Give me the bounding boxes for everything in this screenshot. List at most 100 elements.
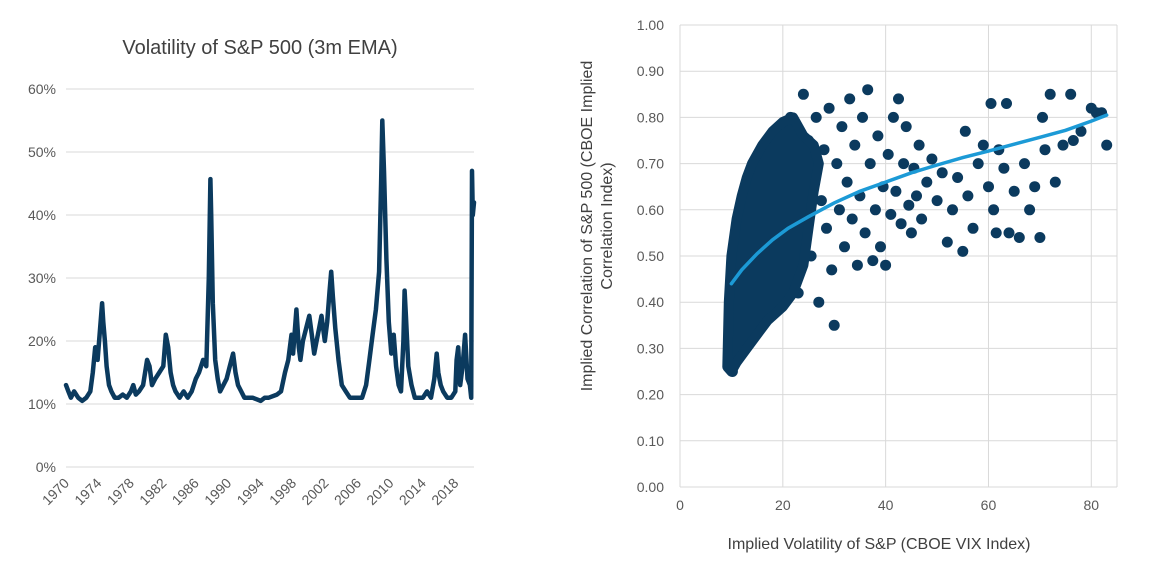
scatter-point	[1057, 139, 1069, 151]
right-y-tick-label: 0.70	[637, 156, 664, 172]
scatter-point	[857, 111, 868, 123]
scatter-point	[988, 204, 1000, 216]
right-x-tick-label: 20	[775, 497, 791, 513]
scatter-point	[882, 148, 894, 160]
scatter-point	[905, 227, 917, 239]
scatter-point	[1029, 181, 1041, 193]
scatter-point	[880, 259, 892, 271]
right-y-tick-label: 0.90	[637, 63, 664, 79]
scatter-point	[862, 84, 874, 96]
left-y-tick-label: 40%	[28, 207, 56, 223]
scatter-point	[1003, 227, 1015, 239]
scatter-point	[967, 222, 979, 234]
scatter-point	[998, 162, 1010, 174]
left-y-tick-label: 0%	[36, 459, 56, 475]
left-x-tick-label: 2006	[331, 475, 364, 508]
scatter-point	[916, 213, 928, 225]
scatter-point	[1001, 98, 1012, 109]
left-series-group	[63, 118, 477, 404]
scatter-point	[815, 195, 827, 207]
scatter-point	[959, 125, 971, 137]
scatter-point	[913, 139, 925, 151]
right-x-tick-label: 40	[878, 497, 894, 513]
scatter-dense-cluster	[722, 112, 824, 377]
scatter-point	[893, 93, 904, 105]
scatter-point	[898, 158, 910, 170]
scatter-point	[985, 98, 997, 109]
right-scatter-points	[722, 84, 1113, 377]
left-y-tick-label: 50%	[28, 144, 56, 160]
scatter-point	[844, 93, 856, 105]
scatter-point	[872, 130, 884, 142]
right-x-axis-ticks: 0 20 40 60 80	[676, 497, 1099, 513]
scatter-point	[1049, 176, 1061, 188]
scatter-point	[1037, 111, 1048, 123]
right-x-axis-label: Implied Volatility of S&P (CBOE VIX Inde…	[728, 536, 1031, 553]
right-y-tick-label: 0.30	[637, 340, 664, 356]
right-y-tick-label: 0.80	[637, 109, 664, 125]
left-x-tick-label: 2014	[396, 475, 429, 508]
left-y-tick-label: 30%	[28, 270, 56, 286]
right-x-tick-label: 60	[981, 497, 997, 513]
scatter-point	[1075, 125, 1087, 137]
left-chart-title: Volatility of S&P 500 (3m EMA)	[122, 37, 397, 59]
right-y-axis-label-line-2: Correlation Index)	[599, 162, 616, 289]
scatter-point	[931, 195, 943, 207]
scatter-point	[1013, 232, 1025, 243]
scatter-point	[885, 208, 897, 220]
scatter-point	[895, 218, 907, 230]
left-x-tick-label: 2002	[298, 475, 331, 508]
scatter-point	[936, 167, 948, 179]
scatter-point	[957, 245, 969, 257]
scatter-point	[846, 213, 858, 225]
right-y-axis-label-line-1: Implied Correlation of S&P 500 (CBOE Imp…	[579, 61, 596, 392]
scatter-point	[962, 190, 974, 202]
right-y-tick-label: 0.40	[637, 294, 664, 310]
trendline	[729, 113, 1109, 286]
scatter-point	[887, 111, 899, 123]
scatter-point	[983, 181, 994, 193]
scatter-point	[977, 139, 989, 151]
right-x-tick-label: 80	[1084, 497, 1100, 513]
right-y-tick-label: 0.00	[637, 479, 664, 495]
scatter-point	[797, 88, 809, 100]
right-x-tick-label: 0	[676, 497, 684, 513]
right-trendline-group	[729, 113, 1109, 286]
right-y-axis-label: Implied Correlation of S&P 500 (CBOE Imp…	[579, 61, 616, 392]
scatter-point	[952, 172, 964, 183]
scatter-point	[818, 144, 830, 156]
scatter-point	[990, 227, 1002, 239]
left-x-tick-label: 1990	[201, 475, 234, 508]
scatter-point	[947, 204, 958, 216]
left-x-tick-label: 1986	[169, 475, 202, 508]
scatter-point	[900, 121, 912, 133]
right-y-tick-label: 0.60	[637, 202, 664, 218]
scatter-point	[826, 264, 838, 276]
scatter-point	[831, 158, 843, 170]
left-volatility-line	[63, 118, 477, 404]
scatter-point	[1019, 158, 1030, 170]
scatter-point	[890, 185, 902, 197]
scatter-point	[839, 241, 850, 253]
scatter-point	[851, 259, 863, 271]
scatter-point	[867, 255, 879, 267]
scatter-point	[972, 158, 984, 170]
scatter-point	[903, 199, 915, 211]
left-gridlines	[66, 88, 474, 468]
scatter-point	[1065, 88, 1077, 100]
scatter-point	[821, 222, 832, 234]
scatter-point	[828, 319, 840, 331]
right-y-tick-label: 1.00	[637, 17, 664, 33]
left-x-tick-label: 2018	[428, 475, 461, 508]
scatter-point	[810, 111, 822, 123]
scatter-point	[836, 121, 848, 133]
scatter-point	[849, 139, 861, 151]
left-y-tick-label: 10%	[28, 396, 56, 412]
right-y-tick-label: 0.20	[637, 387, 664, 403]
left-chart: Volatility of S&P 500 (3m EMA) 0% 10% 20% 3…	[28, 37, 477, 508]
left-x-tick-label: 1998	[266, 475, 299, 508]
scatter-point	[1067, 135, 1079, 146]
scatter-point	[875, 241, 886, 253]
scatter-point	[1039, 144, 1051, 156]
